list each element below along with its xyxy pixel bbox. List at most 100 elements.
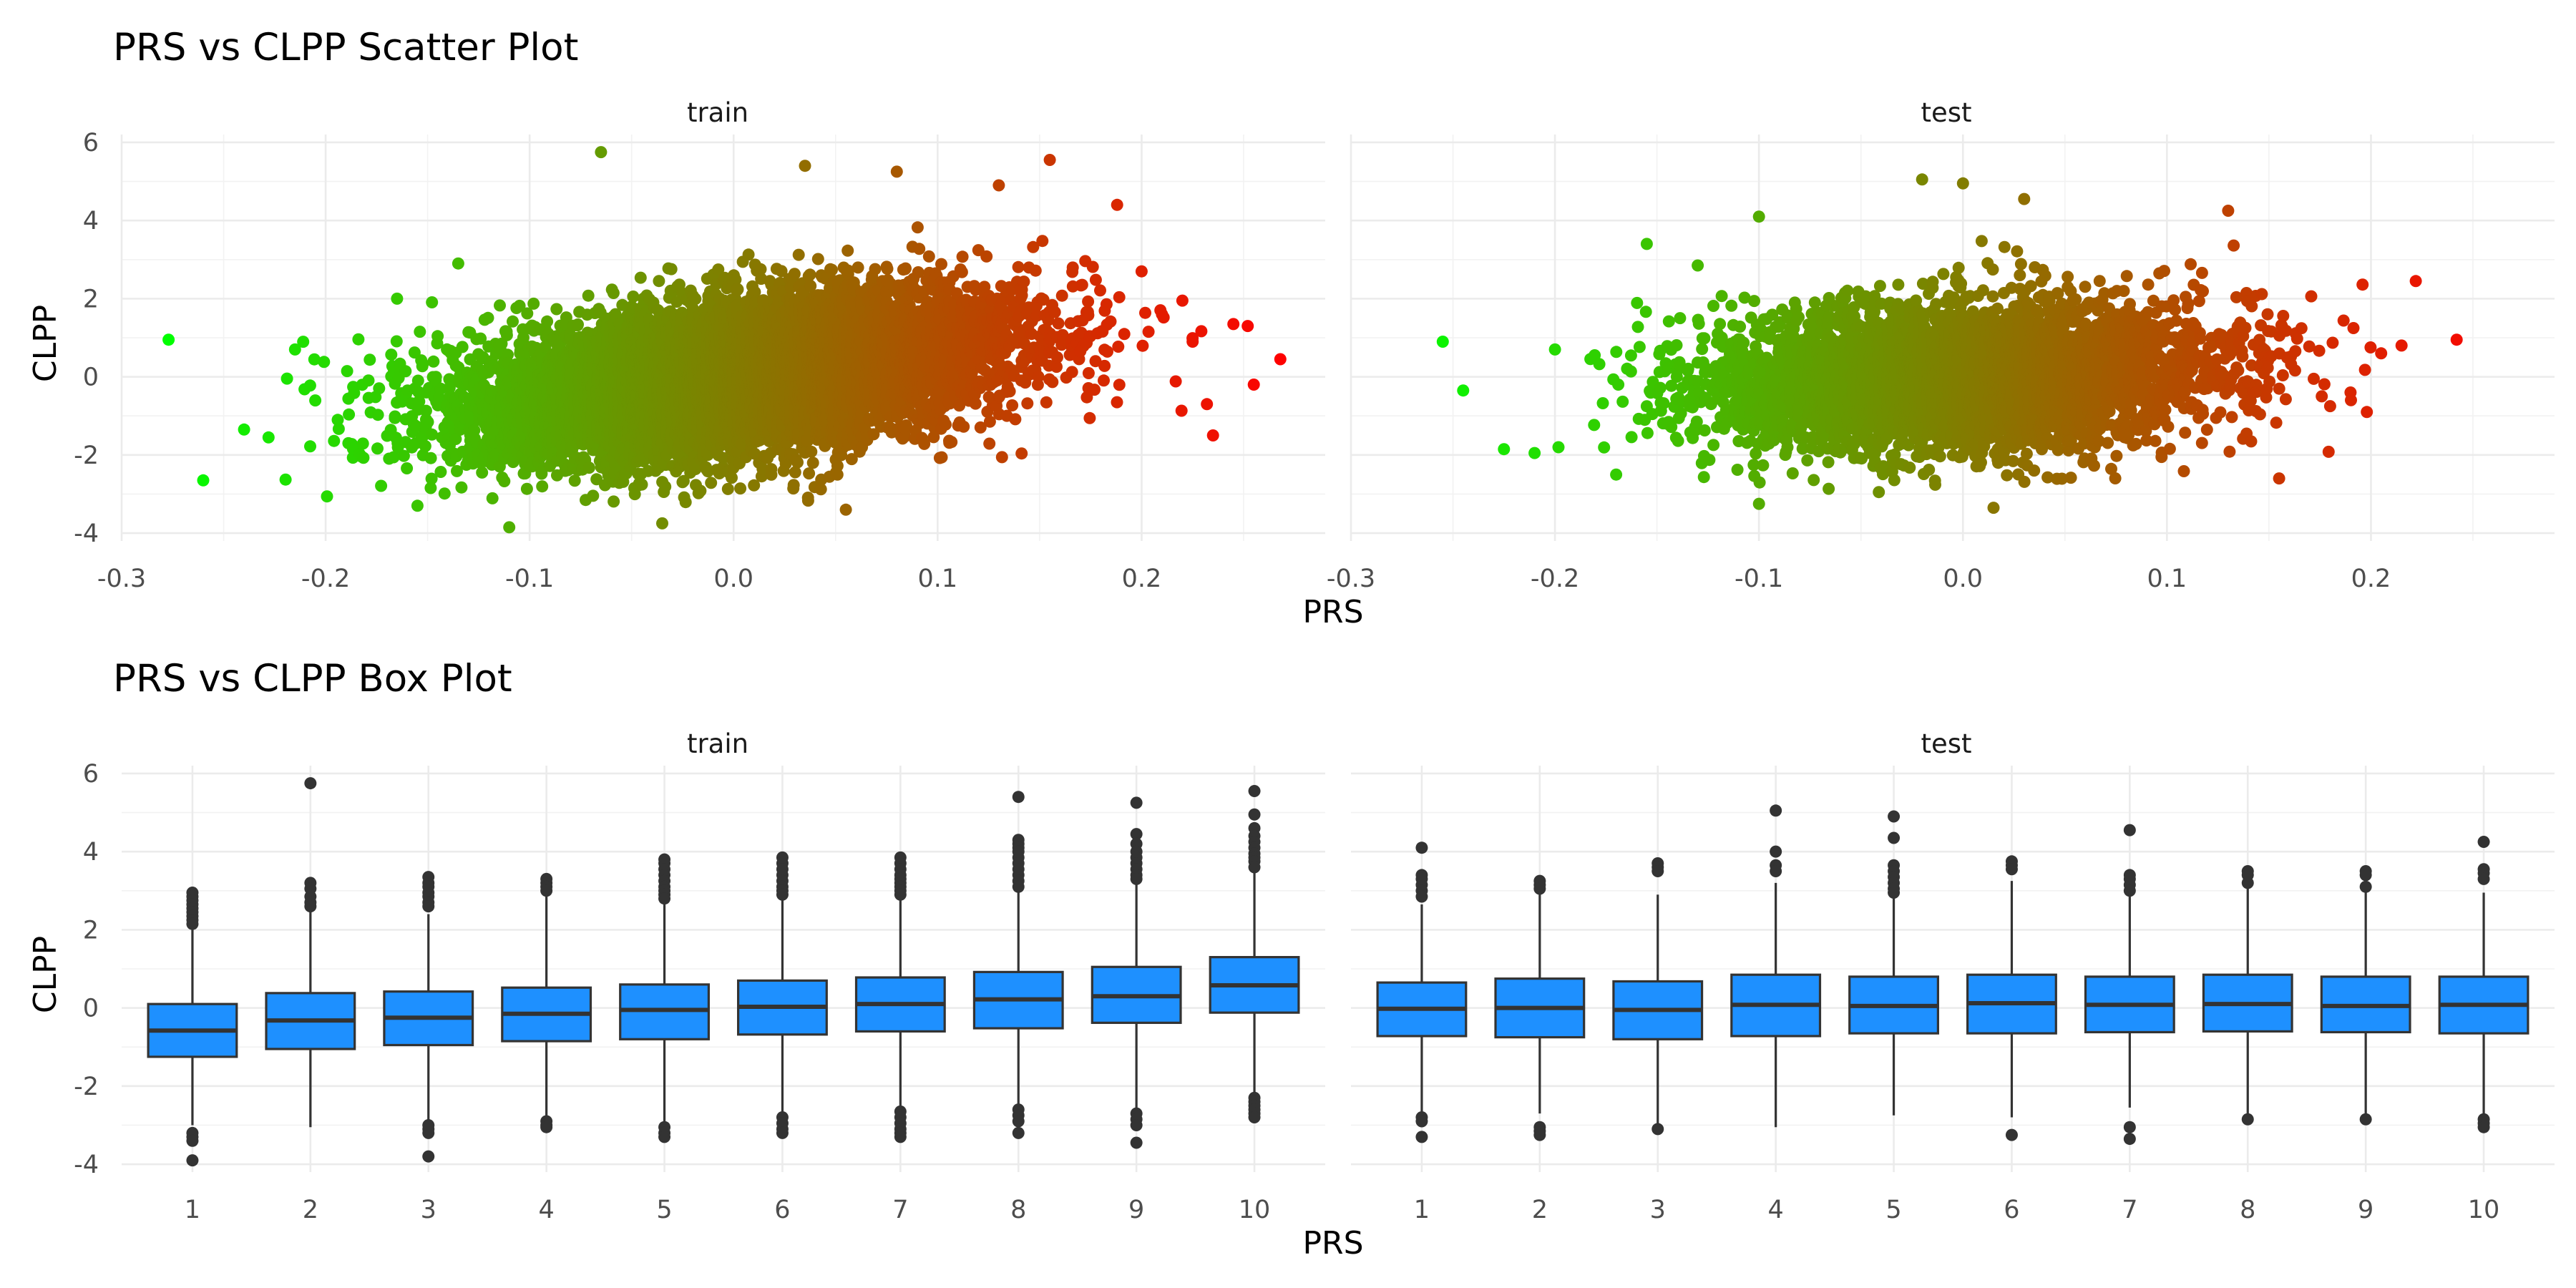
scatter-point [425, 472, 438, 485]
scatter-point [385, 348, 398, 361]
scatter-point [328, 434, 341, 447]
scatter-point [494, 299, 506, 312]
scatter-point [399, 365, 412, 378]
x-tick-label: 0.2 [1122, 565, 1162, 593]
scatter-point [288, 343, 301, 356]
scatter-point [438, 487, 451, 500]
scatter-point [582, 289, 595, 302]
scatter-point [520, 482, 533, 495]
scatter-point [595, 146, 608, 159]
scatter-point [331, 414, 344, 426]
scatter-point [427, 355, 440, 368]
scatter-strip-test: test [1921, 97, 1971, 128]
scatter-point [513, 299, 526, 312]
scatter-point [391, 292, 404, 305]
scatter-point [419, 440, 431, 452]
scatter-point [587, 489, 600, 502]
y-tick-label: 2 [83, 285, 99, 313]
scatter-point [541, 315, 554, 328]
scatter-point [434, 466, 447, 478]
scatter-point [262, 431, 275, 444]
scatter-point [375, 479, 388, 492]
scatter-point [694, 484, 707, 497]
scatter-point [348, 386, 361, 399]
scatter-point [421, 416, 434, 429]
scatter-point [452, 257, 464, 270]
scatter-point [162, 333, 175, 346]
scatter-point [341, 365, 353, 378]
scatter-point [653, 275, 665, 288]
scatter-point [371, 442, 384, 455]
scatter-point [411, 374, 424, 387]
scatter-point [321, 490, 333, 503]
y-tick-label: 0 [83, 364, 99, 392]
scatter-point [451, 464, 463, 477]
scatter-point [434, 382, 447, 395]
scatter-point [197, 474, 210, 487]
scatter-point [426, 428, 439, 441]
scatter-point [362, 374, 375, 387]
scatter-point [659, 480, 672, 493]
scatter-title: PRS vs CLPP Scatter Plot [113, 26, 578, 69]
scatter-point [503, 521, 516, 534]
scatter-point [635, 478, 648, 491]
scatter-point [527, 297, 540, 310]
scatter-point [705, 477, 718, 489]
scatter-point [424, 482, 437, 494]
scatter-point [476, 466, 489, 479]
scatter-point [332, 422, 345, 435]
scatter-point [357, 452, 370, 464]
scatter-point [303, 379, 316, 392]
scatter-point [627, 291, 640, 303]
x-tick-label: 0.0 [713, 565, 753, 593]
y-tick-label: -2 [74, 441, 99, 470]
scatter-point [507, 315, 519, 328]
scatter-point [734, 482, 747, 495]
scatter-point [608, 495, 620, 508]
scatter-point [572, 318, 584, 331]
scatter-point [371, 409, 384, 421]
x-tick-label: 0.1 [918, 565, 958, 593]
scatter-point [486, 492, 499, 504]
scatter-point [500, 328, 513, 341]
scatter-point [416, 358, 429, 371]
scatter-point [665, 263, 678, 275]
scatter-point [431, 330, 444, 343]
scatter-point [373, 382, 386, 395]
scatter-point [449, 433, 462, 445]
scatter-point [304, 440, 316, 453]
scatter-point [411, 499, 424, 512]
scatter-point [238, 423, 250, 436]
scatter-point [280, 372, 293, 385]
scatter-point [456, 341, 469, 353]
scatter-point [424, 452, 437, 464]
scatter-point [731, 283, 744, 296]
scatter-point [482, 311, 494, 324]
scatter-point [352, 333, 365, 346]
scatter-strip-train: train [687, 97, 748, 128]
x-tick-label: -0.1 [505, 565, 554, 593]
scatter-point [498, 475, 511, 487]
scatter-point [656, 517, 668, 530]
scatter-point [689, 293, 702, 306]
scatter-point [419, 404, 432, 417]
scatter-point [426, 296, 439, 308]
scatter-point [410, 420, 423, 433]
scatter-point [721, 482, 734, 495]
x-tick-label: -0.2 [301, 565, 350, 593]
scatter-point [607, 287, 620, 299]
scatter-point [568, 474, 581, 487]
scatter-point [455, 481, 468, 494]
scatter-point [742, 248, 755, 261]
x-tick-label: -0.3 [97, 565, 146, 593]
scatter-point [414, 326, 426, 338]
scatter-point [387, 451, 400, 464]
scatter-point [279, 473, 292, 486]
scatter-points [162, 146, 1287, 534]
scatter-point [308, 353, 321, 366]
scatter-point [397, 449, 410, 462]
scatter-point [679, 496, 692, 509]
scatter-point [474, 332, 487, 345]
